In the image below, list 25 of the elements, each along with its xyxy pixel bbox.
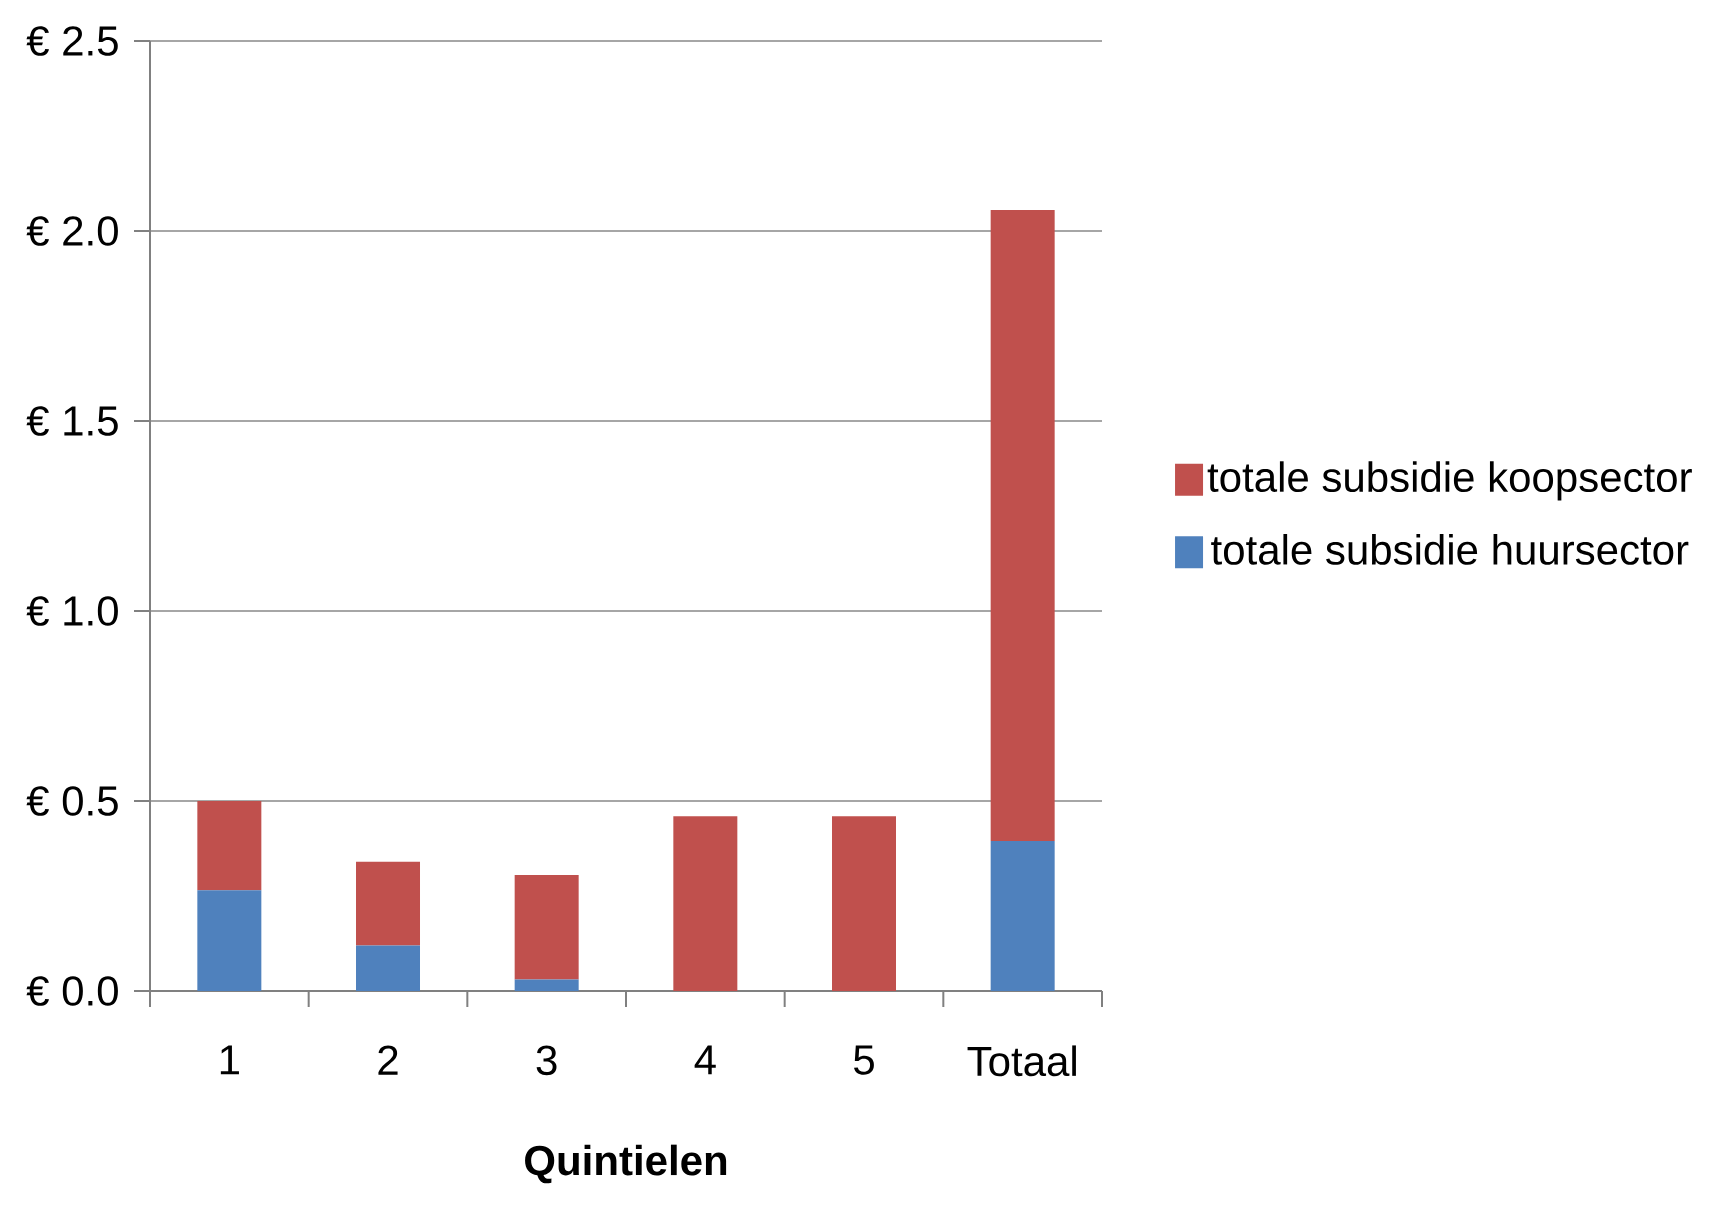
y-tick-label: € 2.5 xyxy=(26,26,118,56)
bar xyxy=(356,945,420,991)
bar xyxy=(990,210,1055,841)
x-axis-title: Quintielen xyxy=(525,1144,727,1184)
bar xyxy=(356,861,420,946)
y-tick-label: € 0.5 xyxy=(26,786,118,816)
x-tick-label: 4 xyxy=(694,1045,716,1075)
x-tick-label: 5 xyxy=(854,1045,874,1075)
x-tick-label: 3 xyxy=(536,1045,557,1076)
bar xyxy=(197,890,262,991)
bar xyxy=(990,840,1055,991)
bar xyxy=(673,816,738,991)
bar xyxy=(197,801,262,891)
y-tick-label: € 0.0 xyxy=(26,976,118,1006)
legend-label: totale subsidie huursector xyxy=(1211,534,1689,565)
x-tick-label: 1 xyxy=(220,1045,239,1075)
bar xyxy=(832,816,896,991)
bar xyxy=(514,875,579,980)
y-tick-label: € 1.0 xyxy=(26,596,118,626)
y-tick-label: € 1.5 xyxy=(26,406,118,436)
legend-label: totale subsidie koopsector xyxy=(1207,461,1692,501)
y-tick-label: € 2.0 xyxy=(26,216,118,246)
x-tick-label: 2 xyxy=(378,1045,398,1075)
bar xyxy=(514,979,579,991)
x-tick-label: Totaal xyxy=(967,1045,1076,1077)
